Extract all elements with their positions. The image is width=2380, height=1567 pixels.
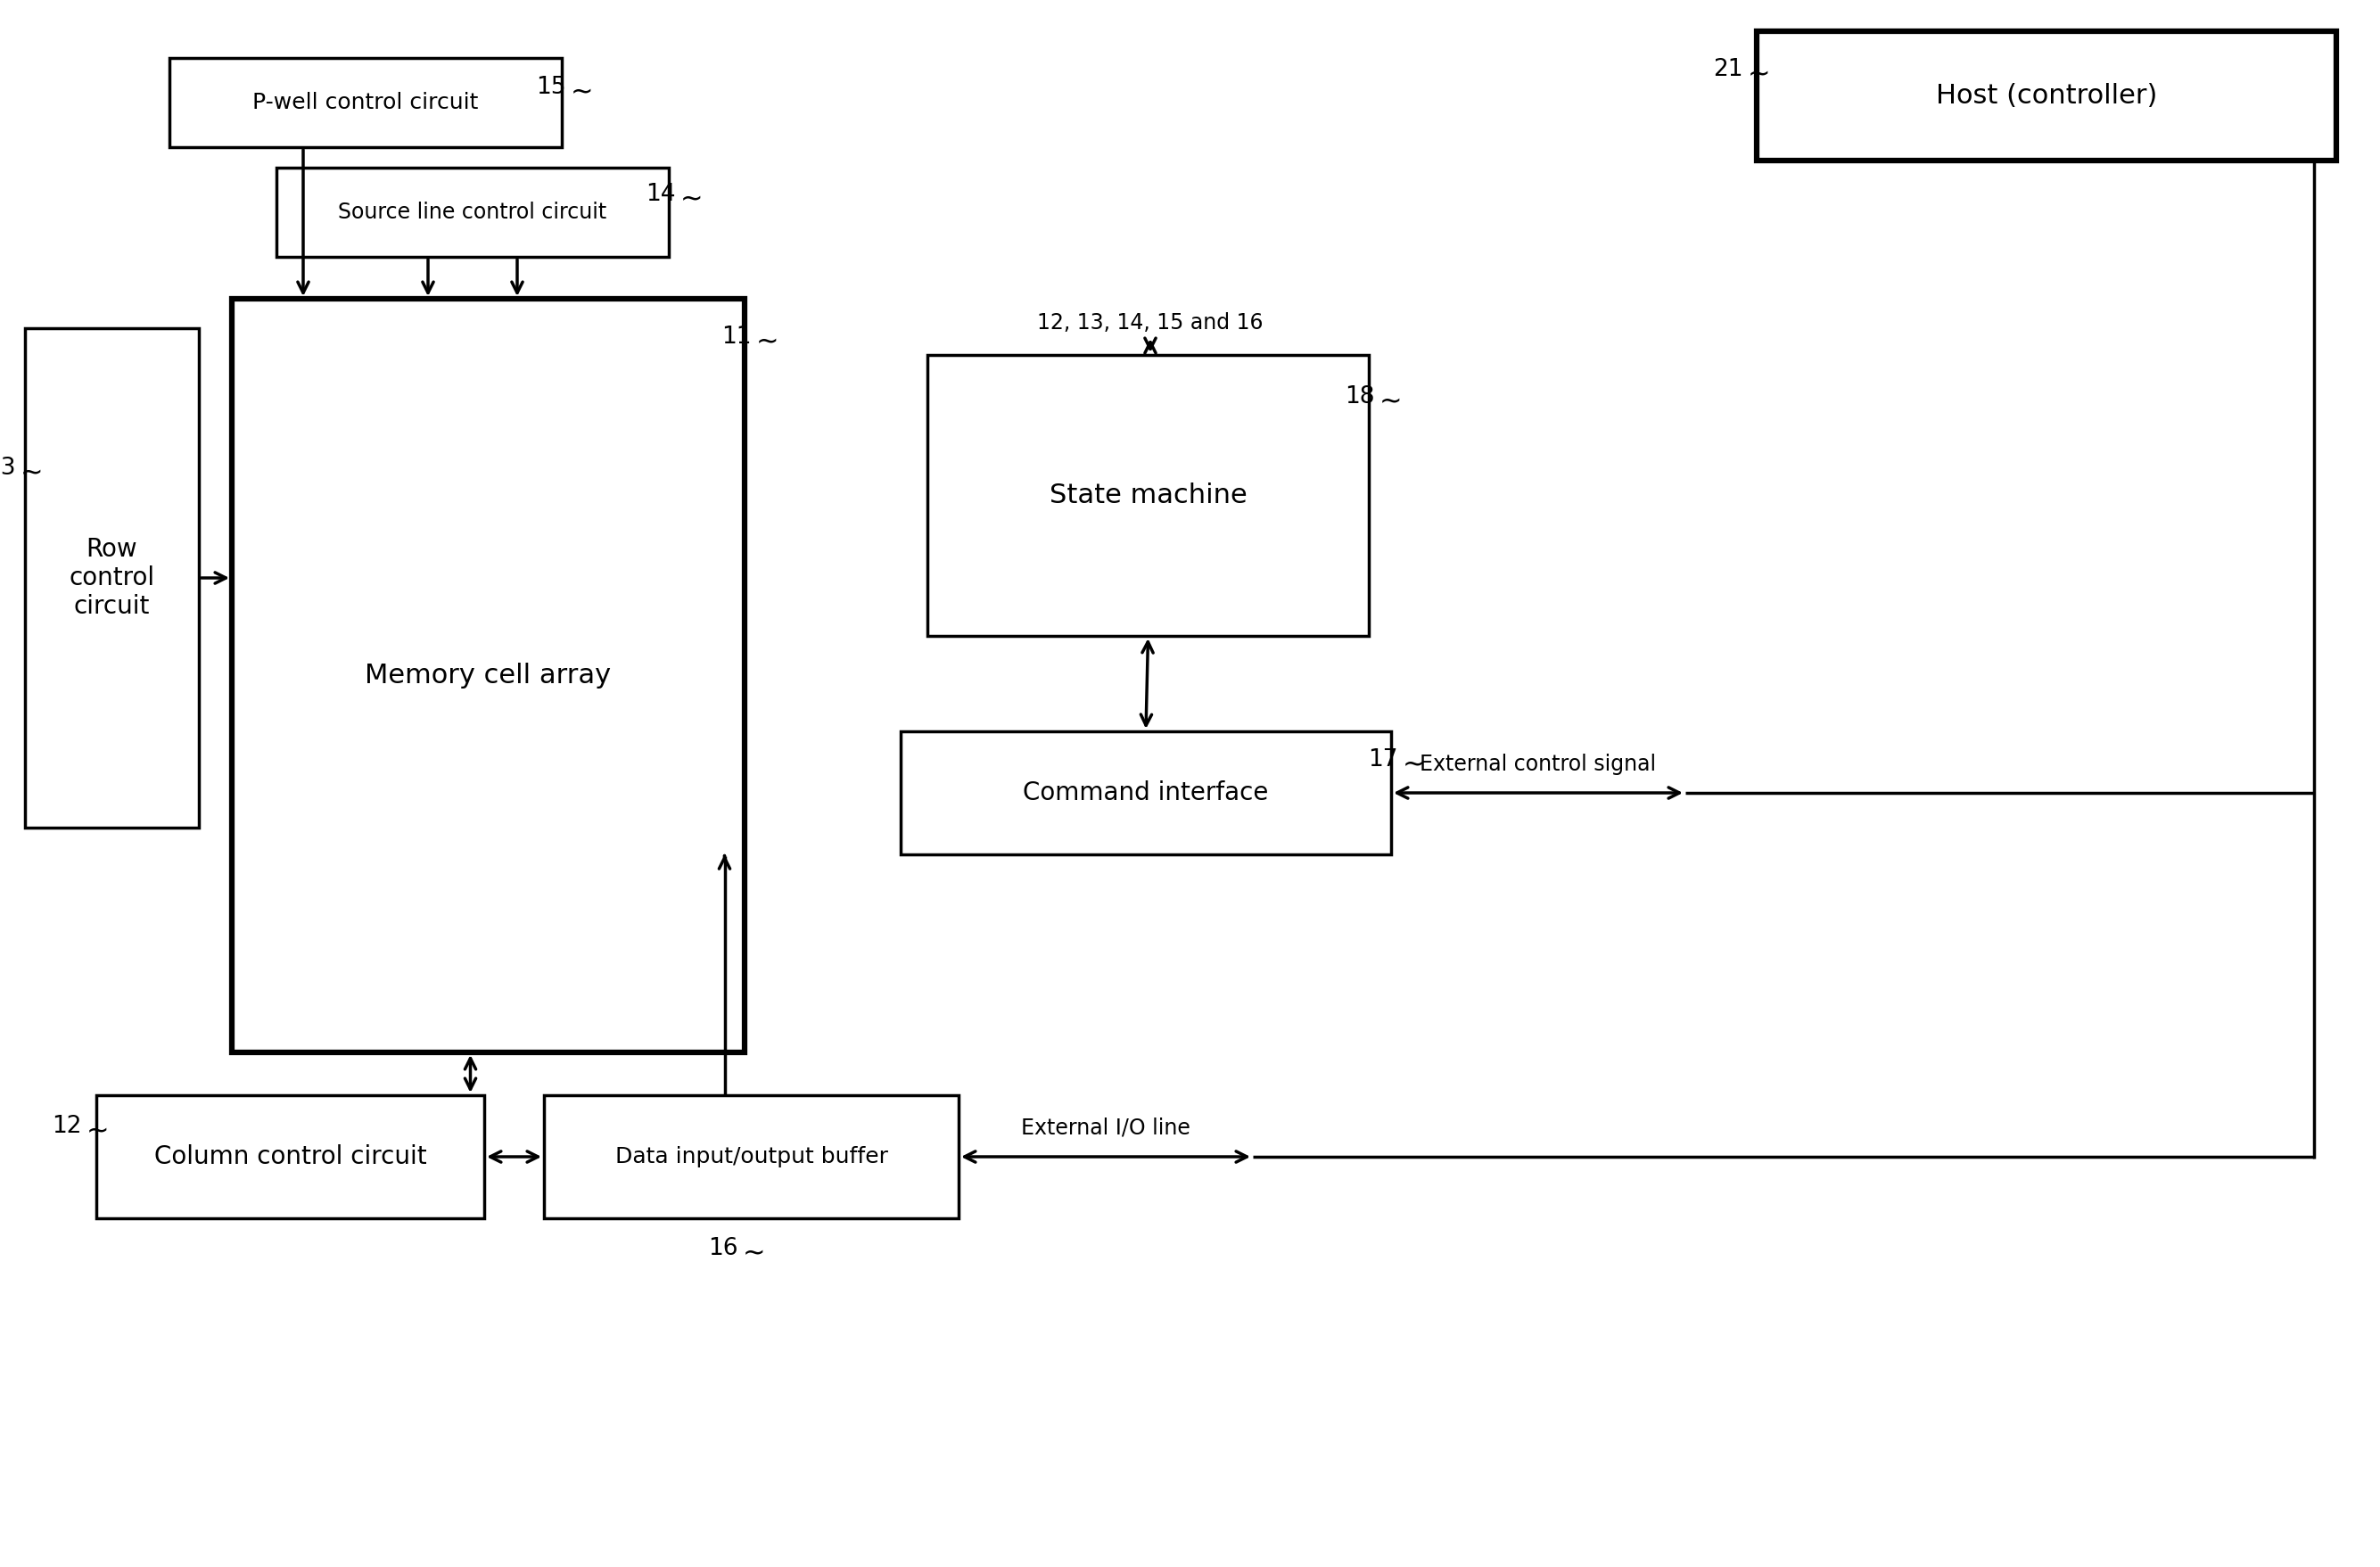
Text: State machine: State machine <box>1050 483 1247 508</box>
Text: ∼: ∼ <box>743 1241 766 1266</box>
Text: ∼: ∼ <box>86 1119 109 1145</box>
Text: ∼: ∼ <box>571 80 593 105</box>
Text: 14: 14 <box>645 183 676 205</box>
Bar <box>900 732 1390 854</box>
Text: ∼: ∼ <box>1747 63 1771 88</box>
Bar <box>169 58 562 147</box>
Text: External control signal: External control signal <box>1421 754 1656 776</box>
Text: 21: 21 <box>1714 58 1742 81</box>
Text: P-well control circuit: P-well control circuit <box>252 92 478 113</box>
Bar <box>928 356 1368 636</box>
Text: 12, 13, 14, 15 and 16: 12, 13, 14, 15 and 16 <box>1038 312 1264 334</box>
Text: Data input/output buffer: Data input/output buffer <box>614 1145 888 1167</box>
Bar <box>545 1095 959 1218</box>
Text: ∼: ∼ <box>1402 752 1426 779</box>
Text: 16: 16 <box>709 1236 738 1260</box>
Text: Host (controller): Host (controller) <box>1935 83 2156 108</box>
Text: ∼: ∼ <box>681 186 702 213</box>
Text: 13: 13 <box>0 456 17 480</box>
Bar <box>276 168 669 257</box>
Text: ∼: ∼ <box>1380 389 1402 415</box>
Text: Memory cell array: Memory cell array <box>364 663 612 688</box>
Text: ∼: ∼ <box>21 461 43 486</box>
Bar <box>1756 31 2337 160</box>
Text: External I/O line: External I/O line <box>1021 1117 1190 1139</box>
Text: Row
control
circuit: Row control circuit <box>69 536 155 619</box>
Text: Column control circuit: Column control circuit <box>155 1144 426 1169</box>
Text: 15: 15 <box>536 75 566 99</box>
Text: 17: 17 <box>1368 749 1397 771</box>
Text: Source line control circuit: Source line control circuit <box>338 202 607 223</box>
Text: Command interface: Command interface <box>1023 780 1269 805</box>
Bar <box>231 299 745 1053</box>
Text: ∼: ∼ <box>757 329 778 356</box>
Text: 18: 18 <box>1345 385 1376 409</box>
Text: 11: 11 <box>721 326 752 349</box>
Bar <box>24 328 200 827</box>
Bar <box>95 1095 483 1218</box>
Text: 12: 12 <box>52 1114 81 1138</box>
